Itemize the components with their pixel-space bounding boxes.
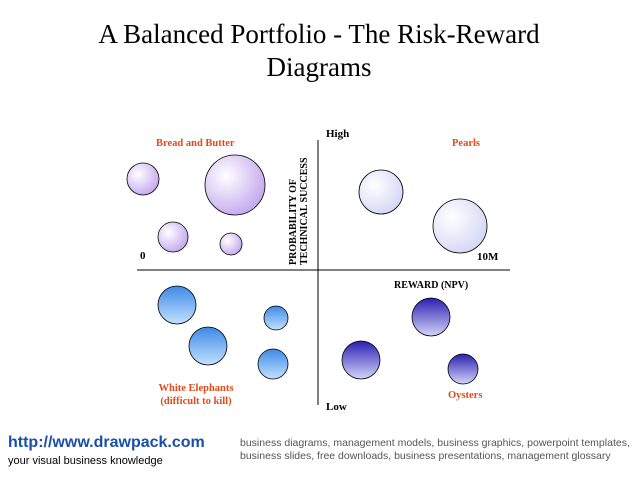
diagram-title: A Balanced Portfolio - The Risk-Reward D… bbox=[0, 18, 638, 84]
oysters-bubbles bbox=[341, 297, 479, 385]
project-bubble bbox=[263, 305, 289, 331]
y-axis-high-label: High bbox=[326, 128, 349, 140]
project-bubble bbox=[157, 221, 189, 253]
y-axis-title: PROBABILITY OF TECHNICAL SUCCESS bbox=[288, 157, 310, 265]
footer-tagline: your visual business knowledge bbox=[8, 455, 163, 467]
x-axis-zero-label: 0 bbox=[140, 250, 146, 262]
project-bubble bbox=[411, 297, 451, 337]
bread-and-butter-bubbles bbox=[126, 154, 266, 256]
project-bubble bbox=[219, 232, 243, 256]
project-bubble bbox=[126, 162, 160, 196]
y-axis-title-line-1: PROBABILITY OF bbox=[288, 179, 299, 265]
project-bubble bbox=[157, 285, 197, 325]
project-bubble bbox=[204, 154, 266, 216]
project-bubble bbox=[358, 169, 404, 215]
y-axis-low-label: Low bbox=[326, 401, 347, 413]
quadrant-label-white-elephants-note: (difficult to kill) bbox=[160, 396, 232, 407]
x-axis-max-label: 10M bbox=[477, 251, 499, 263]
quadrant-label-white-elephants: White Elephants bbox=[159, 383, 234, 394]
title-line-1: A Balanced Portfolio - The Risk-Reward bbox=[98, 19, 540, 49]
project-bubble bbox=[257, 348, 289, 380]
quadrant-label-bread-and-butter: Bread and Butter bbox=[156, 138, 235, 149]
x-axis-title: REWARD (NPV) bbox=[394, 280, 468, 291]
project-bubble bbox=[447, 353, 479, 385]
quadrant-label-oysters: Oysters bbox=[448, 390, 482, 401]
footer-link[interactable]: http://www.drawpack.com bbox=[8, 434, 205, 451]
project-bubble bbox=[341, 340, 381, 380]
title-line-2: Diagrams bbox=[266, 52, 372, 82]
project-bubble bbox=[432, 198, 488, 254]
pearls-bubbles bbox=[358, 169, 488, 254]
footer-keywords: business diagrams, management models, bu… bbox=[240, 437, 630, 462]
project-bubble bbox=[188, 326, 228, 366]
quadrant-label-pearls: Pearls bbox=[452, 138, 480, 149]
white-elephants-bubbles bbox=[157, 285, 289, 380]
y-axis-title-line-2: TECHNICAL SUCCESS bbox=[299, 157, 310, 265]
